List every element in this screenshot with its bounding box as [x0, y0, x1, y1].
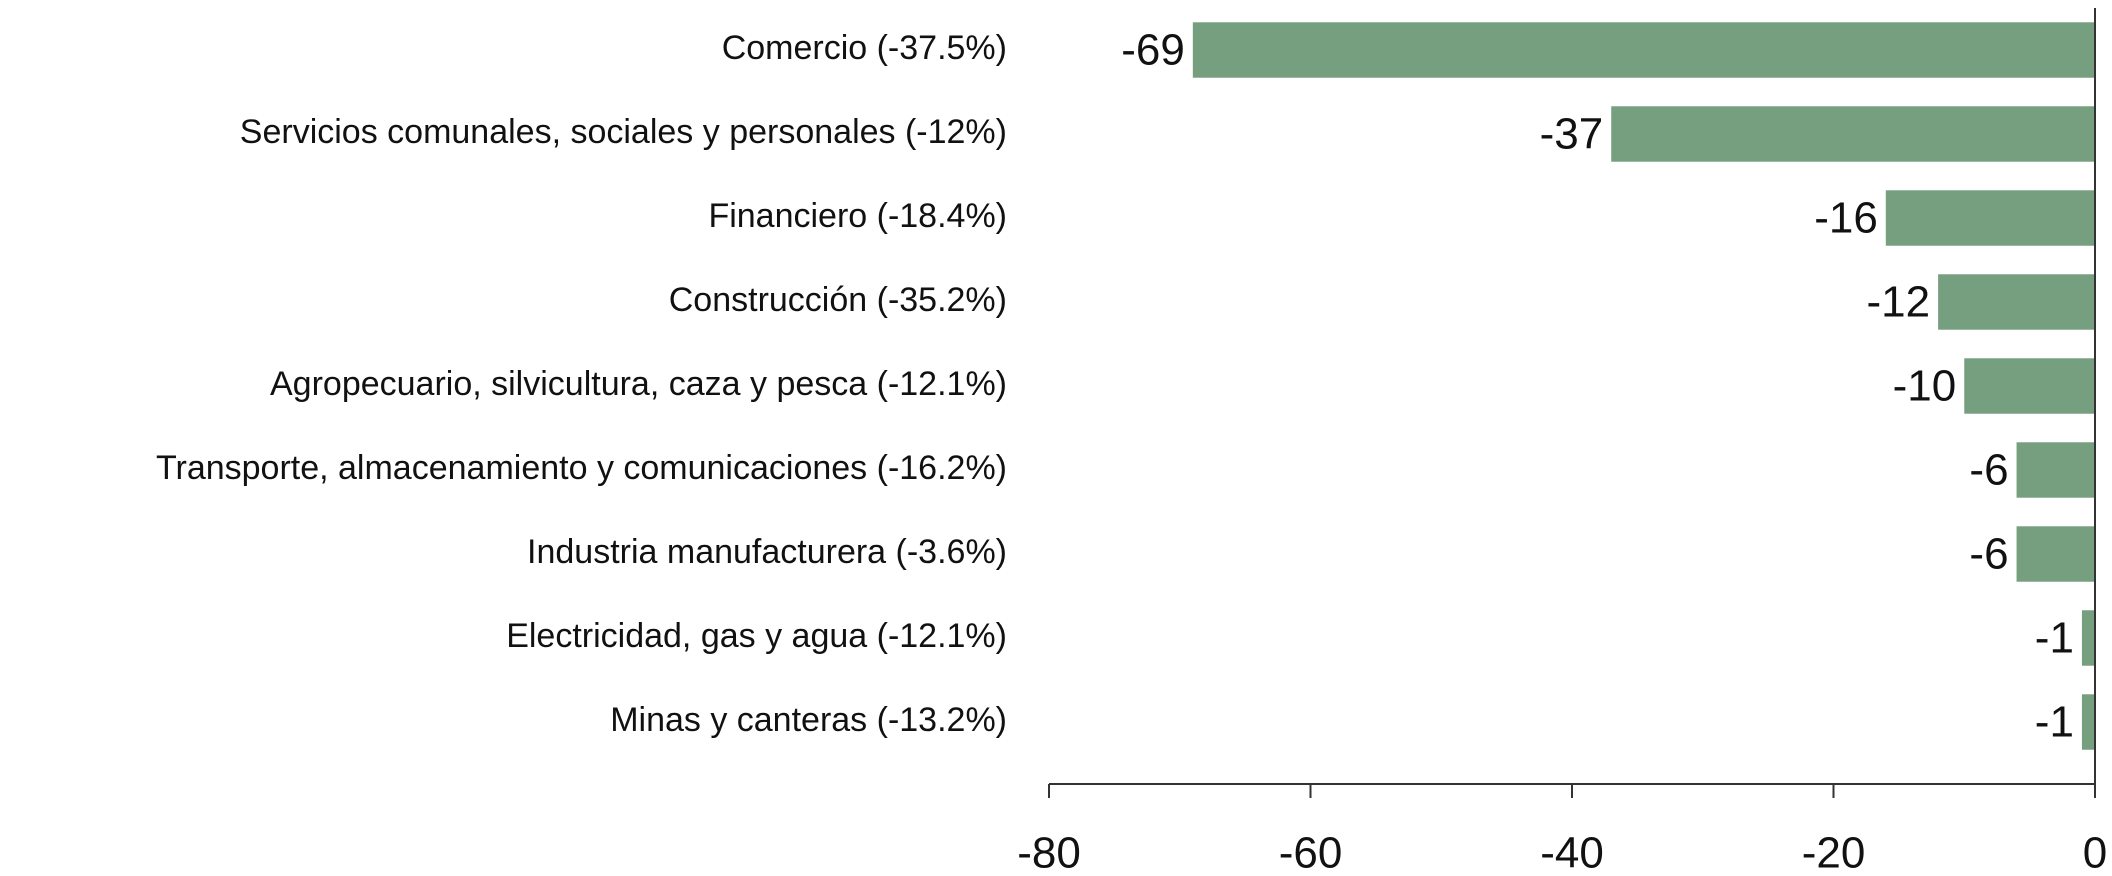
category-label: Transporte, almacenamiento y comunicacio… — [156, 449, 1007, 487]
value-label: -6 — [1969, 446, 2008, 495]
category-label: Agropecuario, silvicultura, caza y pesca… — [270, 365, 1007, 403]
value-label: -16 — [1814, 194, 1878, 243]
category-label: Construcción (-35.2%) — [669, 281, 1007, 319]
value-label: -1 — [2035, 698, 2074, 747]
bar — [1885, 190, 2095, 246]
x-tick-label: 0 — [2083, 829, 2107, 876]
bar — [1611, 106, 2095, 162]
x-tick-label: -80 — [1017, 829, 1081, 876]
value-label: -37 — [1540, 110, 1604, 159]
x-tick-label: -60 — [1279, 829, 1343, 876]
value-label: -6 — [1969, 530, 2008, 579]
value-label: -1 — [2035, 614, 2074, 663]
category-label: Financiero (-18.4%) — [708, 197, 1007, 235]
bar — [2016, 526, 2095, 582]
bar — [1938, 274, 2095, 330]
value-label: -10 — [1893, 362, 1957, 411]
bar — [2081, 694, 2095, 750]
bar — [1192, 22, 2095, 78]
bar — [2016, 442, 2095, 498]
bar — [1964, 358, 2095, 414]
value-label: -12 — [1867, 278, 1931, 327]
x-tick-label: -20 — [1802, 829, 1866, 876]
category-label: Minas y canteras (-13.2%) — [610, 701, 1007, 739]
bar — [2081, 610, 2095, 666]
category-label: Servicios comunales, sociales y personal… — [240, 113, 1007, 151]
category-label: Comercio (-37.5%) — [722, 29, 1007, 67]
category-label: Industria manufacturera (-3.6%) — [527, 533, 1007, 571]
category-label: Electricidad, gas y agua (-12.1%) — [506, 617, 1007, 655]
value-label: -69 — [1121, 26, 1185, 75]
x-tick-label: -40 — [1540, 829, 1604, 876]
